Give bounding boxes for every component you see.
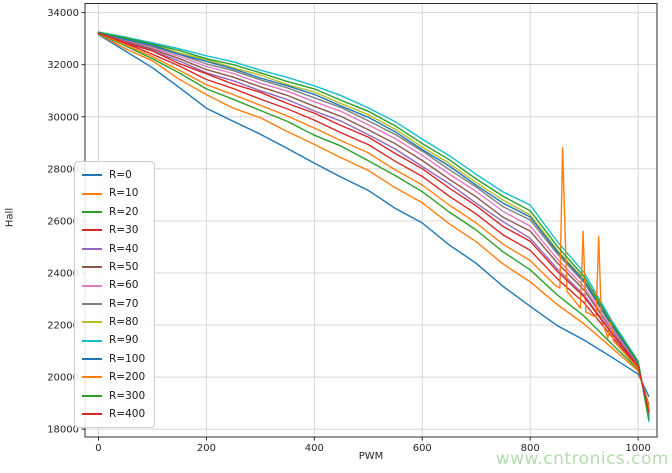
series-line-R=0 xyxy=(97,34,650,398)
legend-item-R=20: R=20 xyxy=(82,203,145,221)
legend-item-R=10: R=10 xyxy=(82,184,145,202)
legend-line-sample xyxy=(82,321,102,324)
legend-label: R=60 xyxy=(109,279,139,292)
legend-line-sample xyxy=(82,229,102,232)
legend-line-sample xyxy=(82,358,102,361)
legend-line-sample xyxy=(82,302,102,305)
y-tick-label: 24000 xyxy=(47,268,79,279)
watermark-text: www.cntronics.com xyxy=(495,449,669,469)
series-line-R=30 xyxy=(97,32,650,412)
legend-line-sample xyxy=(82,413,102,416)
legend-line-sample xyxy=(82,394,102,397)
legend-item-R=200: R=200 xyxy=(82,368,145,386)
y-tick-label: 34000 xyxy=(47,8,79,19)
legend-label: R=200 xyxy=(109,371,146,384)
series-line-R=40 xyxy=(97,32,650,414)
legend-line-sample xyxy=(82,376,102,379)
series-line-R=80 xyxy=(97,31,650,420)
x-tick-label: 1000 xyxy=(625,443,650,454)
legend-item-R=0: R=0 xyxy=(82,166,145,184)
legend-line-sample xyxy=(82,284,102,287)
legend-label: R=70 xyxy=(109,297,139,310)
legend-label: R=30 xyxy=(109,224,139,237)
legend-label: R=90 xyxy=(109,334,139,347)
y-tick-label: 18000 xyxy=(47,425,79,436)
legend-label: R=80 xyxy=(109,316,139,329)
series-line-R=90 xyxy=(97,31,650,423)
legend-item-R=400: R=400 xyxy=(82,405,145,423)
legend-label: R=300 xyxy=(109,389,146,402)
legend-label: R=20 xyxy=(109,205,139,218)
x-axis-label: PWM xyxy=(358,451,384,462)
legend-line-sample xyxy=(82,247,102,250)
legend-item-R=40: R=40 xyxy=(82,240,145,258)
legend-item-R=300: R=300 xyxy=(82,387,145,405)
x-tick-label: 600 xyxy=(413,443,432,454)
legend-label: R=50 xyxy=(109,260,139,273)
y-tick-label: 22000 xyxy=(47,321,79,332)
legend-line-sample xyxy=(82,210,102,213)
series-line-R=400 xyxy=(97,32,650,414)
legend: R=0 R=10 R=20 R=30 R=40 R=50 R=60 R=70 R=80 R=90 R… xyxy=(74,161,156,429)
y-tick-label: 32000 xyxy=(47,60,79,71)
legend-item-R=90: R=90 xyxy=(82,332,145,350)
legend-label: R=40 xyxy=(109,242,139,255)
series-line-R=70 xyxy=(97,32,650,419)
series-line-R=300 xyxy=(97,31,650,421)
legend-item-R=30: R=30 xyxy=(82,221,145,239)
legend-line-sample xyxy=(82,339,102,342)
x-tick-label: 0 xyxy=(95,443,101,454)
legend-line-sample xyxy=(82,266,102,269)
series-line-R=50 xyxy=(97,32,650,416)
legend-item-R=50: R=50 xyxy=(82,258,145,276)
legend-label: R=0 xyxy=(109,168,132,181)
x-tick-label: 800 xyxy=(521,443,540,454)
series-line-R=100 xyxy=(97,31,650,419)
series-group xyxy=(97,31,650,423)
y-axis-label: Hall xyxy=(4,207,16,228)
legend-item-R=60: R=60 xyxy=(82,276,145,294)
series-line-R=10 xyxy=(97,33,650,405)
legend-label: R=100 xyxy=(109,352,146,365)
legend-label: R=400 xyxy=(109,408,146,421)
legend-line-sample xyxy=(82,192,102,195)
x-tick-label: 400 xyxy=(305,443,324,454)
legend-item-R=70: R=70 xyxy=(82,295,145,313)
legend-item-R=100: R=100 xyxy=(82,350,145,368)
series-line-R=20 xyxy=(97,33,650,407)
series-line-R=60 xyxy=(97,32,650,417)
legend-label: R=10 xyxy=(109,187,139,200)
legend-item-R=80: R=80 xyxy=(82,313,145,331)
y-tick-label: 28000 xyxy=(47,164,79,175)
y-tick-label: 30000 xyxy=(47,112,79,123)
legend-line-sample xyxy=(82,174,102,177)
x-tick-label: 200 xyxy=(197,443,216,454)
y-tick-label: 26000 xyxy=(47,216,79,227)
y-tick-label: 20000 xyxy=(47,373,79,384)
